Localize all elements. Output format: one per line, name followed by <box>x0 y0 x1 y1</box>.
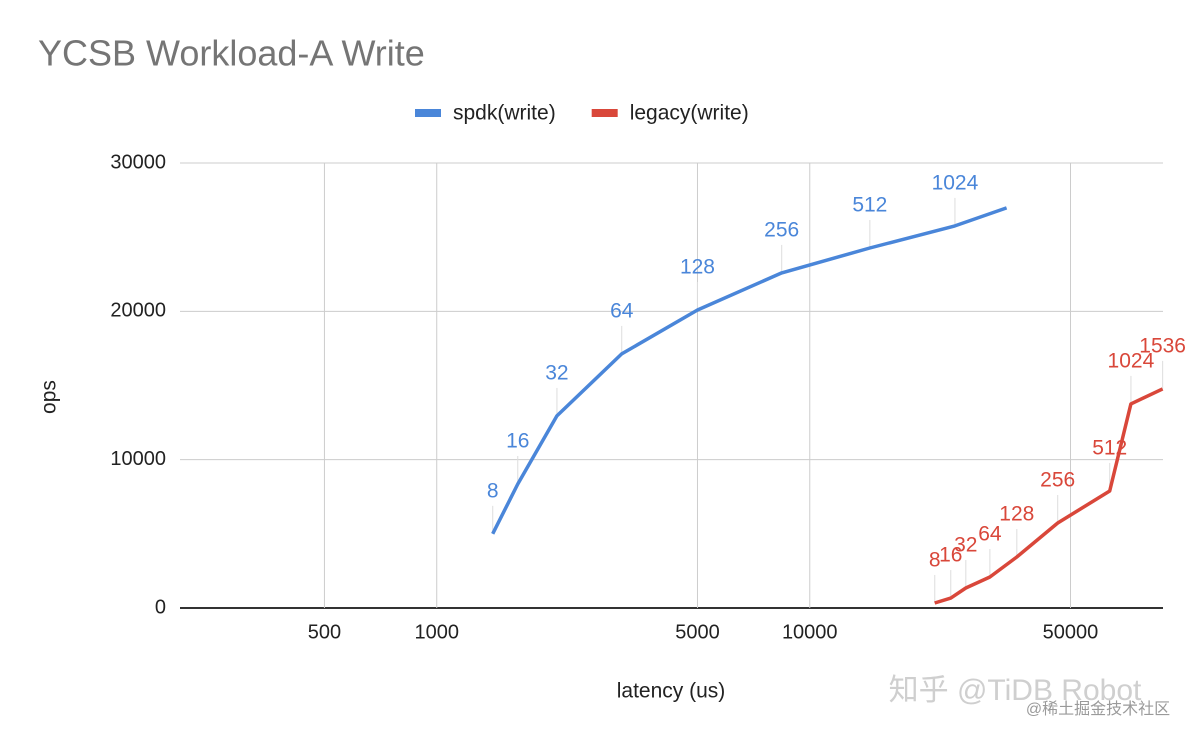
legend-label: legacy(write) <box>630 102 749 125</box>
legend-swatch <box>591 109 618 117</box>
point-label: 64 <box>610 299 634 322</box>
y-axis-label: ops <box>38 380 61 414</box>
legend-label: spdk(write) <box>453 102 556 125</box>
point-label: 64 <box>978 523 1002 546</box>
legend-swatch <box>415 109 441 117</box>
point-label: 256 <box>1040 469 1075 492</box>
series-line <box>934 387 1164 605</box>
y-tick-label: 10000 <box>110 448 166 470</box>
watermark: @稀土掘金技术社区 <box>1026 700 1170 718</box>
chart-title: YCSB Workload-A Write <box>38 33 425 74</box>
point-label: 128 <box>680 256 715 279</box>
watermark: 知乎 @TiDB Robot <box>889 674 1142 707</box>
x-tick-label: 5000 <box>675 621 720 643</box>
series-line <box>491 206 1008 535</box>
y-tick-label: 0 <box>155 596 166 618</box>
point-label: 1024 <box>932 171 979 194</box>
point-label: 16 <box>939 544 962 567</box>
x-axis-label: latency (us) <box>617 680 726 703</box>
point-label: 32 <box>545 361 568 384</box>
y-tick-label: 20000 <box>110 300 166 322</box>
x-tick-label: 50000 <box>1043 621 1099 643</box>
x-tick-label: 10000 <box>782 621 838 643</box>
point-label: 1536 <box>1139 334 1186 357</box>
point-label: 8 <box>487 479 499 502</box>
point-label: 128 <box>999 503 1034 526</box>
point-label: 256 <box>764 218 799 241</box>
point-label: 512 <box>852 194 887 217</box>
point-label: 8 <box>929 549 941 572</box>
y-tick-label: 30000 <box>110 151 166 173</box>
x-tick-label: 1000 <box>414 621 459 643</box>
point-label: 1024 <box>1108 349 1155 372</box>
point-label: 16 <box>506 430 529 453</box>
point-label: 32 <box>954 534 977 557</box>
x-tick-label: 500 <box>308 621 341 643</box>
